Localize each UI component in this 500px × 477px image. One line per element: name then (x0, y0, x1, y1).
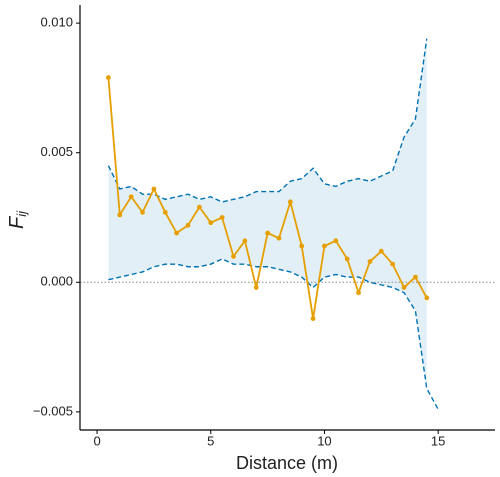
envelope-lower (108, 258, 439, 410)
data-point (151, 186, 157, 192)
data-point (185, 222, 191, 228)
data-point (356, 290, 361, 296)
y-tick-label: 0.000 (40, 274, 73, 289)
x-tick-label: 15 (431, 433, 445, 448)
data-point (299, 243, 305, 249)
data-point (322, 243, 327, 249)
data-point (242, 238, 248, 244)
data-point (253, 285, 259, 290)
data-point (106, 75, 111, 80)
data-point (378, 248, 384, 254)
x-tick-label: 0 (93, 433, 100, 448)
y-tick-label: 0.010 (40, 15, 73, 30)
data-point (174, 230, 180, 236)
y-label-sub: ij (14, 210, 29, 217)
data-point (196, 204, 202, 210)
x-axis-label: Distance (m) (236, 453, 338, 473)
data-point (344, 256, 350, 262)
y-label-main: F (6, 215, 28, 229)
x-tick-label: 5 (207, 433, 214, 448)
data-point (140, 209, 145, 215)
data-point (231, 253, 236, 259)
data-point (276, 235, 282, 241)
y-axis-label-symbol: Fij (6, 210, 29, 229)
y-axis-label: Fij (6, 210, 29, 229)
data-point (310, 316, 316, 321)
envelope-area (108, 38, 427, 389)
data-point (333, 238, 339, 244)
data-point (162, 209, 168, 215)
data-point (265, 230, 271, 236)
data-point (208, 220, 214, 226)
data-point (390, 261, 396, 267)
data-point (117, 212, 123, 218)
envelope-upper (107, 38, 428, 203)
data-point (367, 259, 373, 264)
y-tick-label: 0.005 (40, 144, 73, 159)
data-point (401, 285, 407, 290)
data-point (424, 295, 430, 301)
data-point (287, 199, 293, 205)
x-tick-label: 10 (317, 433, 331, 448)
data-point (413, 274, 418, 280)
y-tick-label: −0.005 (33, 403, 73, 418)
data-point (219, 215, 225, 220)
data-point (128, 194, 134, 200)
